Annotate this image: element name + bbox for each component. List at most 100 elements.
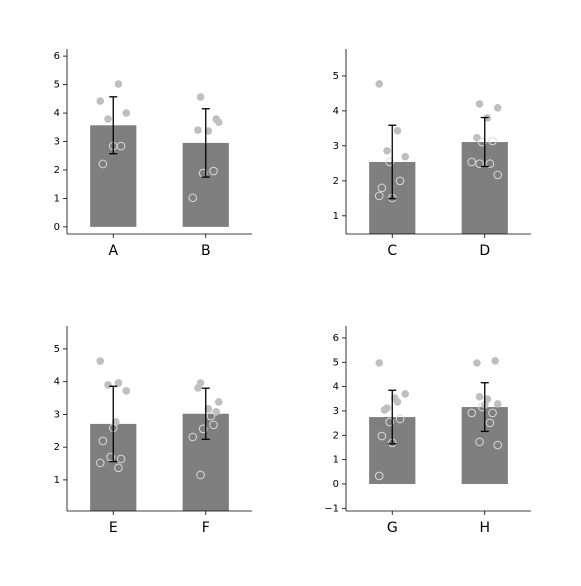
data-point — [488, 408, 497, 418]
y-tick-label: 3 — [54, 409, 60, 420]
data-point — [116, 141, 126, 151]
data-point — [114, 379, 123, 387]
data-point — [375, 80, 384, 88]
y-tick-label: 1 — [333, 455, 339, 466]
y-tick-label: 3 — [333, 141, 339, 152]
data-point — [116, 454, 126, 464]
y-tick-label: 1 — [54, 475, 60, 486]
data-point — [374, 191, 384, 201]
data-point — [106, 452, 115, 462]
data-point — [401, 152, 410, 161]
y-tick-label: 5 — [54, 344, 60, 355]
data-point — [385, 157, 394, 167]
data-point — [194, 384, 202, 392]
x-tick-label: B — [201, 243, 211, 259]
data-point — [196, 93, 205, 101]
data-point — [212, 115, 220, 123]
data-point — [375, 359, 384, 367]
data-point — [475, 100, 484, 108]
y-tick-label: 2 — [54, 442, 60, 453]
data-point — [473, 134, 481, 142]
x-tick-label: D — [479, 243, 490, 259]
error-bar — [480, 382, 489, 433]
error-bar — [109, 385, 118, 463]
error-bar — [388, 389, 397, 445]
y-tick-label: 4 — [54, 377, 60, 388]
y-tick-label: 3 — [333, 406, 339, 417]
data-point — [493, 440, 503, 450]
data-point — [393, 127, 402, 135]
data-point — [104, 381, 112, 389]
data-point — [96, 97, 105, 105]
x-tick-label: A — [108, 243, 118, 259]
y-tick-label: 4 — [54, 108, 60, 119]
data-point — [475, 393, 484, 401]
data-point — [483, 395, 492, 403]
data-point — [380, 406, 389, 414]
y-tick-label: 4 — [333, 382, 339, 393]
data-point — [114, 463, 123, 473]
data-point — [95, 458, 105, 468]
data-point — [122, 387, 131, 395]
data-point — [96, 357, 105, 365]
data-point — [383, 146, 391, 155]
y-tick-label: 5 — [333, 357, 339, 368]
data-point — [493, 103, 502, 112]
y-tick-label: 4 — [333, 106, 339, 117]
data-point — [401, 390, 410, 398]
y-tick-label: 5 — [54, 80, 60, 91]
data-point — [395, 176, 405, 186]
data-point — [114, 80, 123, 88]
data-point — [196, 470, 205, 480]
data-point — [377, 431, 387, 441]
data-point — [377, 183, 387, 193]
data-point — [391, 394, 399, 402]
data-point — [491, 357, 499, 365]
data-point — [385, 417, 394, 427]
y-tick-label: 3 — [54, 137, 60, 148]
data-point — [488, 136, 497, 146]
x-tick-label: H — [479, 520, 490, 536]
data-point — [475, 437, 484, 447]
data-point — [485, 418, 495, 428]
x-tick-label: E — [109, 520, 118, 536]
x-tick-label: F — [202, 520, 210, 536]
data-point — [374, 471, 384, 481]
data-point — [194, 126, 202, 134]
data-point — [188, 193, 198, 203]
data-point — [98, 436, 108, 446]
y-tick-label: 6 — [54, 51, 60, 62]
data-point — [214, 398, 223, 406]
y-tick-label: −1 — [324, 503, 339, 514]
data-point — [206, 411, 216, 421]
data-point — [475, 159, 484, 169]
data-point — [98, 159, 108, 169]
error-bar — [109, 96, 118, 155]
data-point — [212, 407, 220, 416]
data-point — [493, 170, 503, 180]
y-tick-label: 1 — [333, 211, 339, 222]
y-tick-label: 0 — [333, 479, 339, 490]
data-point — [485, 159, 495, 169]
data-point — [467, 408, 477, 418]
error-bar — [201, 387, 210, 440]
data-point — [122, 109, 131, 117]
data-point — [467, 157, 477, 167]
y-tick-label: 2 — [54, 165, 60, 176]
data-point — [493, 400, 502, 408]
data-point — [395, 414, 405, 424]
data-point — [198, 424, 208, 434]
error-bar — [480, 116, 489, 168]
data-point — [209, 420, 218, 430]
data-point — [477, 137, 487, 147]
data-point — [209, 166, 218, 176]
error-bar — [201, 108, 210, 178]
y-tick-label: 2 — [333, 430, 339, 441]
x-tick-label: C — [387, 243, 397, 259]
data-point — [204, 127, 213, 135]
y-tick-label: 5 — [333, 71, 339, 82]
data-point — [473, 359, 481, 367]
y-tick-label: 0 — [54, 222, 60, 233]
y-tick-label: 1 — [54, 193, 60, 204]
